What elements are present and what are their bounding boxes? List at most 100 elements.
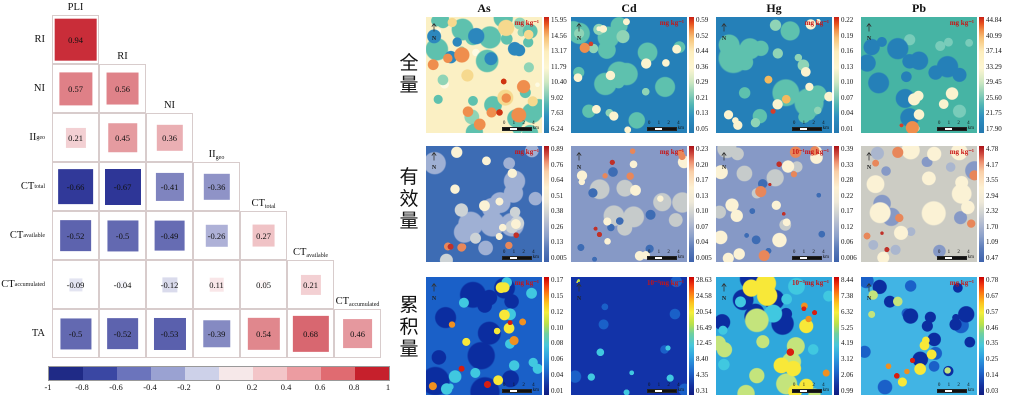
matrix-cell-value: 0.68 — [303, 328, 318, 339]
matrix-cell-square — [118, 280, 127, 289]
scale-bar-numbers: 0 1 2 4 — [792, 383, 828, 388]
map-unit-label: mg kg⁻¹ — [514, 148, 539, 156]
scale-bar-segment — [806, 127, 821, 130]
scale-bar-ruler — [501, 388, 532, 393]
matrix-cell: -0.66 — [52, 162, 99, 211]
scale-bar-segment — [516, 127, 531, 130]
scale-bar-row: km — [501, 388, 539, 393]
map-colorbar — [834, 277, 839, 395]
scale-bar-unit: km — [677, 255, 684, 260]
map-colorbar-tick: 10.40 — [551, 78, 567, 87]
matrix-cell-square — [252, 224, 275, 247]
matrix-cell-square — [154, 220, 185, 251]
scale-bar-ruler — [791, 255, 822, 260]
map-colorbar-tick: 0.23 — [696, 145, 709, 153]
scale-bar-segment — [654, 389, 662, 392]
scale-bar-ruler — [791, 388, 822, 393]
matrix-cell-square — [155, 172, 184, 201]
scale-bar-row: km — [936, 388, 974, 393]
scale-bar: 0 1 2 4 km — [791, 121, 829, 131]
map-colorbar-tick: 4.19 — [841, 339, 854, 348]
map-colorbar — [689, 277, 694, 395]
matrix-cell: 0.57 — [52, 64, 99, 113]
scale-bar-segment — [516, 256, 531, 259]
map-colorbar-tick: 12.45 — [696, 339, 712, 348]
map-colorbar-tick: 20.54 — [696, 307, 712, 316]
scale-bar-segment — [502, 256, 510, 259]
scale-bar-row: km — [646, 126, 684, 131]
scale-bar-unit: km — [822, 255, 829, 260]
colorbar-segment — [151, 367, 185, 380]
map-colorbar-tick: 0.04 — [841, 109, 854, 118]
matrix-cell-value: 0.27 — [256, 230, 271, 241]
matrix-col-header-sub: available — [306, 253, 329, 259]
matrix-cell: 0.21 — [52, 113, 99, 162]
map-colorbar-tick: 0.19 — [841, 31, 854, 40]
map-colorbar — [834, 146, 839, 262]
north-arrow-label: N — [576, 296, 582, 302]
matrix-cell-square — [203, 173, 230, 200]
scale-bar-segment — [937, 127, 945, 130]
matrix-cell: 0.54 — [240, 309, 287, 358]
matrix-cell-square — [59, 317, 92, 350]
map-colorbar-tick: 0.005 — [696, 254, 712, 262]
scale-bar: 0 1 2 4 km — [646, 121, 684, 131]
map-colorbar-tick: 0.10 — [696, 207, 709, 216]
matrix-colorbar — [48, 366, 390, 381]
scale-bar-segment — [937, 389, 945, 392]
scale-bar-ruler — [501, 126, 532, 131]
matrix-cell-value: -0.39 — [207, 328, 226, 339]
matrix-cell-value: -0.09 — [66, 279, 85, 290]
matrix-cell: 0.36 — [146, 113, 193, 162]
matrix-col-header-text: PLI — [67, 2, 84, 13]
scale-bar-numbers: 0 1 2 4 — [502, 250, 538, 255]
map-colorbar-tick: 0.22 — [841, 16, 854, 24]
map-colorbar-tick: 0.06 — [841, 238, 854, 247]
matrix-cell-value: 0.05 — [256, 279, 271, 290]
colorbar-tick: -0.4 — [143, 382, 157, 392]
matrix-cell-value: 0.46 — [350, 328, 365, 339]
scale-bar-numbers: 0 1 2 4 — [502, 121, 538, 126]
map-colorbar-tick: 0.13 — [551, 238, 564, 247]
map-colorbar-tick: 16.49 — [696, 323, 712, 332]
map-colorbar-tick: 0.14 — [986, 371, 999, 380]
scale-bar: 0 1 2 4 km — [936, 121, 974, 131]
scale-bar-segment — [937, 256, 945, 259]
colorbar-segment — [117, 367, 151, 380]
map-title: Cd — [621, 1, 637, 15]
matrix-cell-value: -0.66 — [66, 181, 85, 192]
scale-bar-segment — [647, 389, 655, 392]
matrix-col-header-text: NI — [163, 100, 176, 111]
matrix-cell-value: 0.45 — [115, 132, 130, 143]
scale-bar-numbers: 0 1 2 4 — [647, 383, 683, 388]
map-colorbar-tick: 0.12 — [551, 307, 564, 316]
map-unit-label: mg kg⁻¹ — [949, 279, 974, 287]
matrix-cell: 0.94 — [52, 15, 99, 64]
scale-bar-segment — [647, 256, 655, 259]
map-colorbar — [979, 17, 984, 133]
scale-bar-unit: km — [967, 126, 974, 131]
matrix-cell-square — [57, 168, 94, 205]
map-colorbar-tick: 0.33 — [841, 160, 854, 169]
matrix-cell-value: 0.57 — [68, 83, 83, 94]
scale-bar-ruler — [791, 126, 822, 131]
north-arrow-icon: N — [720, 149, 728, 171]
matrix-col-header-text: CT — [292, 247, 307, 258]
scale-bar-row: km — [501, 126, 539, 131]
scale-bar-numbers: 0 1 2 4 — [502, 383, 538, 388]
matrix-cell: -0.52 — [99, 309, 146, 358]
matrix-cell-square — [68, 277, 83, 292]
map-colorbar-tick: 44.84 — [986, 16, 1002, 24]
map-colorbar-tick: 0.28 — [841, 176, 854, 185]
map-colorbar-tick: 0.01 — [841, 125, 854, 133]
scale-bar-row: km — [791, 126, 829, 131]
map-unit-label: 10⁻³mg kg⁻¹ — [791, 279, 829, 287]
colorbar-segment — [321, 367, 355, 380]
matrix-cell-value: -0.67 — [113, 181, 132, 192]
matrix-row-header-sub: geo — [36, 134, 45, 141]
colorbar-segment — [83, 367, 117, 380]
map-colorbar-tick: 0.05 — [696, 125, 709, 133]
